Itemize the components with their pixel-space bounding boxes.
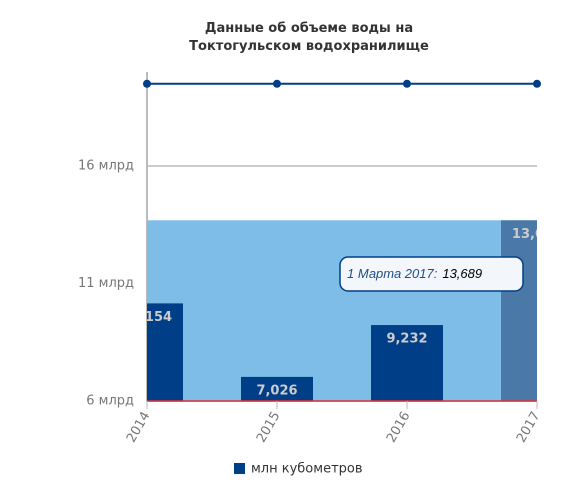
data-label: 9,232 (386, 332, 427, 347)
chart-title: Данные об объеме воды на Токтогульском во… (189, 21, 429, 54)
tooltip-label: 1 Марта 2017: (347, 266, 438, 281)
point (533, 79, 541, 88)
point (143, 79, 151, 88)
tooltip-text: 1 Марта 2017: 13,689 (347, 266, 482, 281)
data-label: 10,154 (122, 310, 172, 325)
plot-area (147, 82, 537, 401)
legend-swatch (234, 463, 245, 474)
title-line: Токтогульском водохранилище (189, 39, 429, 54)
point (273, 79, 281, 88)
tooltip-value: 13,689 (442, 266, 482, 281)
tooltip: 1 Марта 2017: 13,689 (339, 256, 524, 292)
hover-area (147, 220, 537, 401)
data-label: 7,026 (256, 383, 297, 398)
x-tick-label: 2016 (384, 409, 414, 445)
y-tick-label: 6 млрд (86, 394, 134, 409)
point (403, 79, 411, 88)
y-tick-label: 11 млрд (78, 276, 134, 291)
bar (241, 376, 313, 401)
x-tick-label: 2017 (514, 409, 544, 445)
bar (147, 303, 183, 401)
x-tick-label: 2015 (254, 409, 284, 445)
data-label: 13,689 (512, 227, 562, 242)
x-tick-label: 2014 (124, 409, 154, 445)
y-tick-label: 16 млрд (78, 159, 134, 174)
tooltip-box (339, 256, 524, 292)
bar (501, 220, 537, 401)
bar (371, 325, 443, 401)
legend-label: млн кубометров (251, 462, 363, 477)
title-line: Данные об объеме воды на (205, 21, 413, 36)
